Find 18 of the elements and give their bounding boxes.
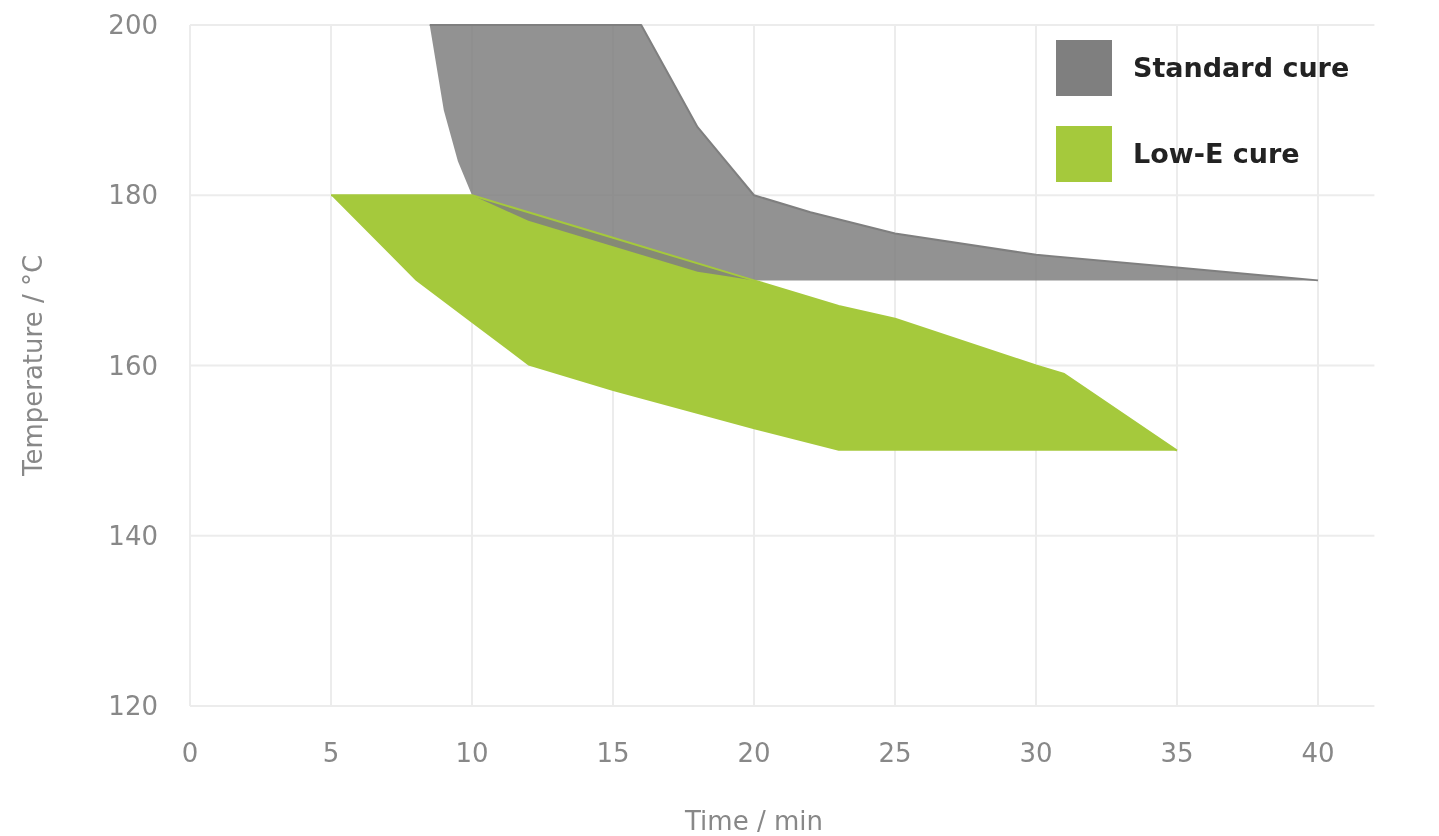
legend-label: Standard cure [1133,52,1350,84]
y-axis-title: Temperature / °C [18,254,48,478]
x-tick-label: 35 [1160,738,1194,768]
y-tick-label: 140 [108,520,158,551]
x-tick-label: 10 [455,738,489,768]
x-tick-label: 15 [596,738,630,768]
x-tick-label: 25 [878,738,912,768]
y-tick-label: 180 [108,180,158,211]
x-tick-label: 40 [1301,738,1335,768]
x-tick-label: 5 [322,738,340,768]
x-tick-label: 0 [181,738,199,768]
y-tick-label: 120 [108,691,158,722]
y-tick-label: 200 [108,10,158,41]
x-axis-title: Time / min [684,806,823,836]
x-tick-label: 30 [1019,738,1053,768]
x-tick-label: 20 [737,738,771,768]
y-tick-label: 160 [108,350,158,381]
legend-label: Low-E cure [1133,138,1300,170]
